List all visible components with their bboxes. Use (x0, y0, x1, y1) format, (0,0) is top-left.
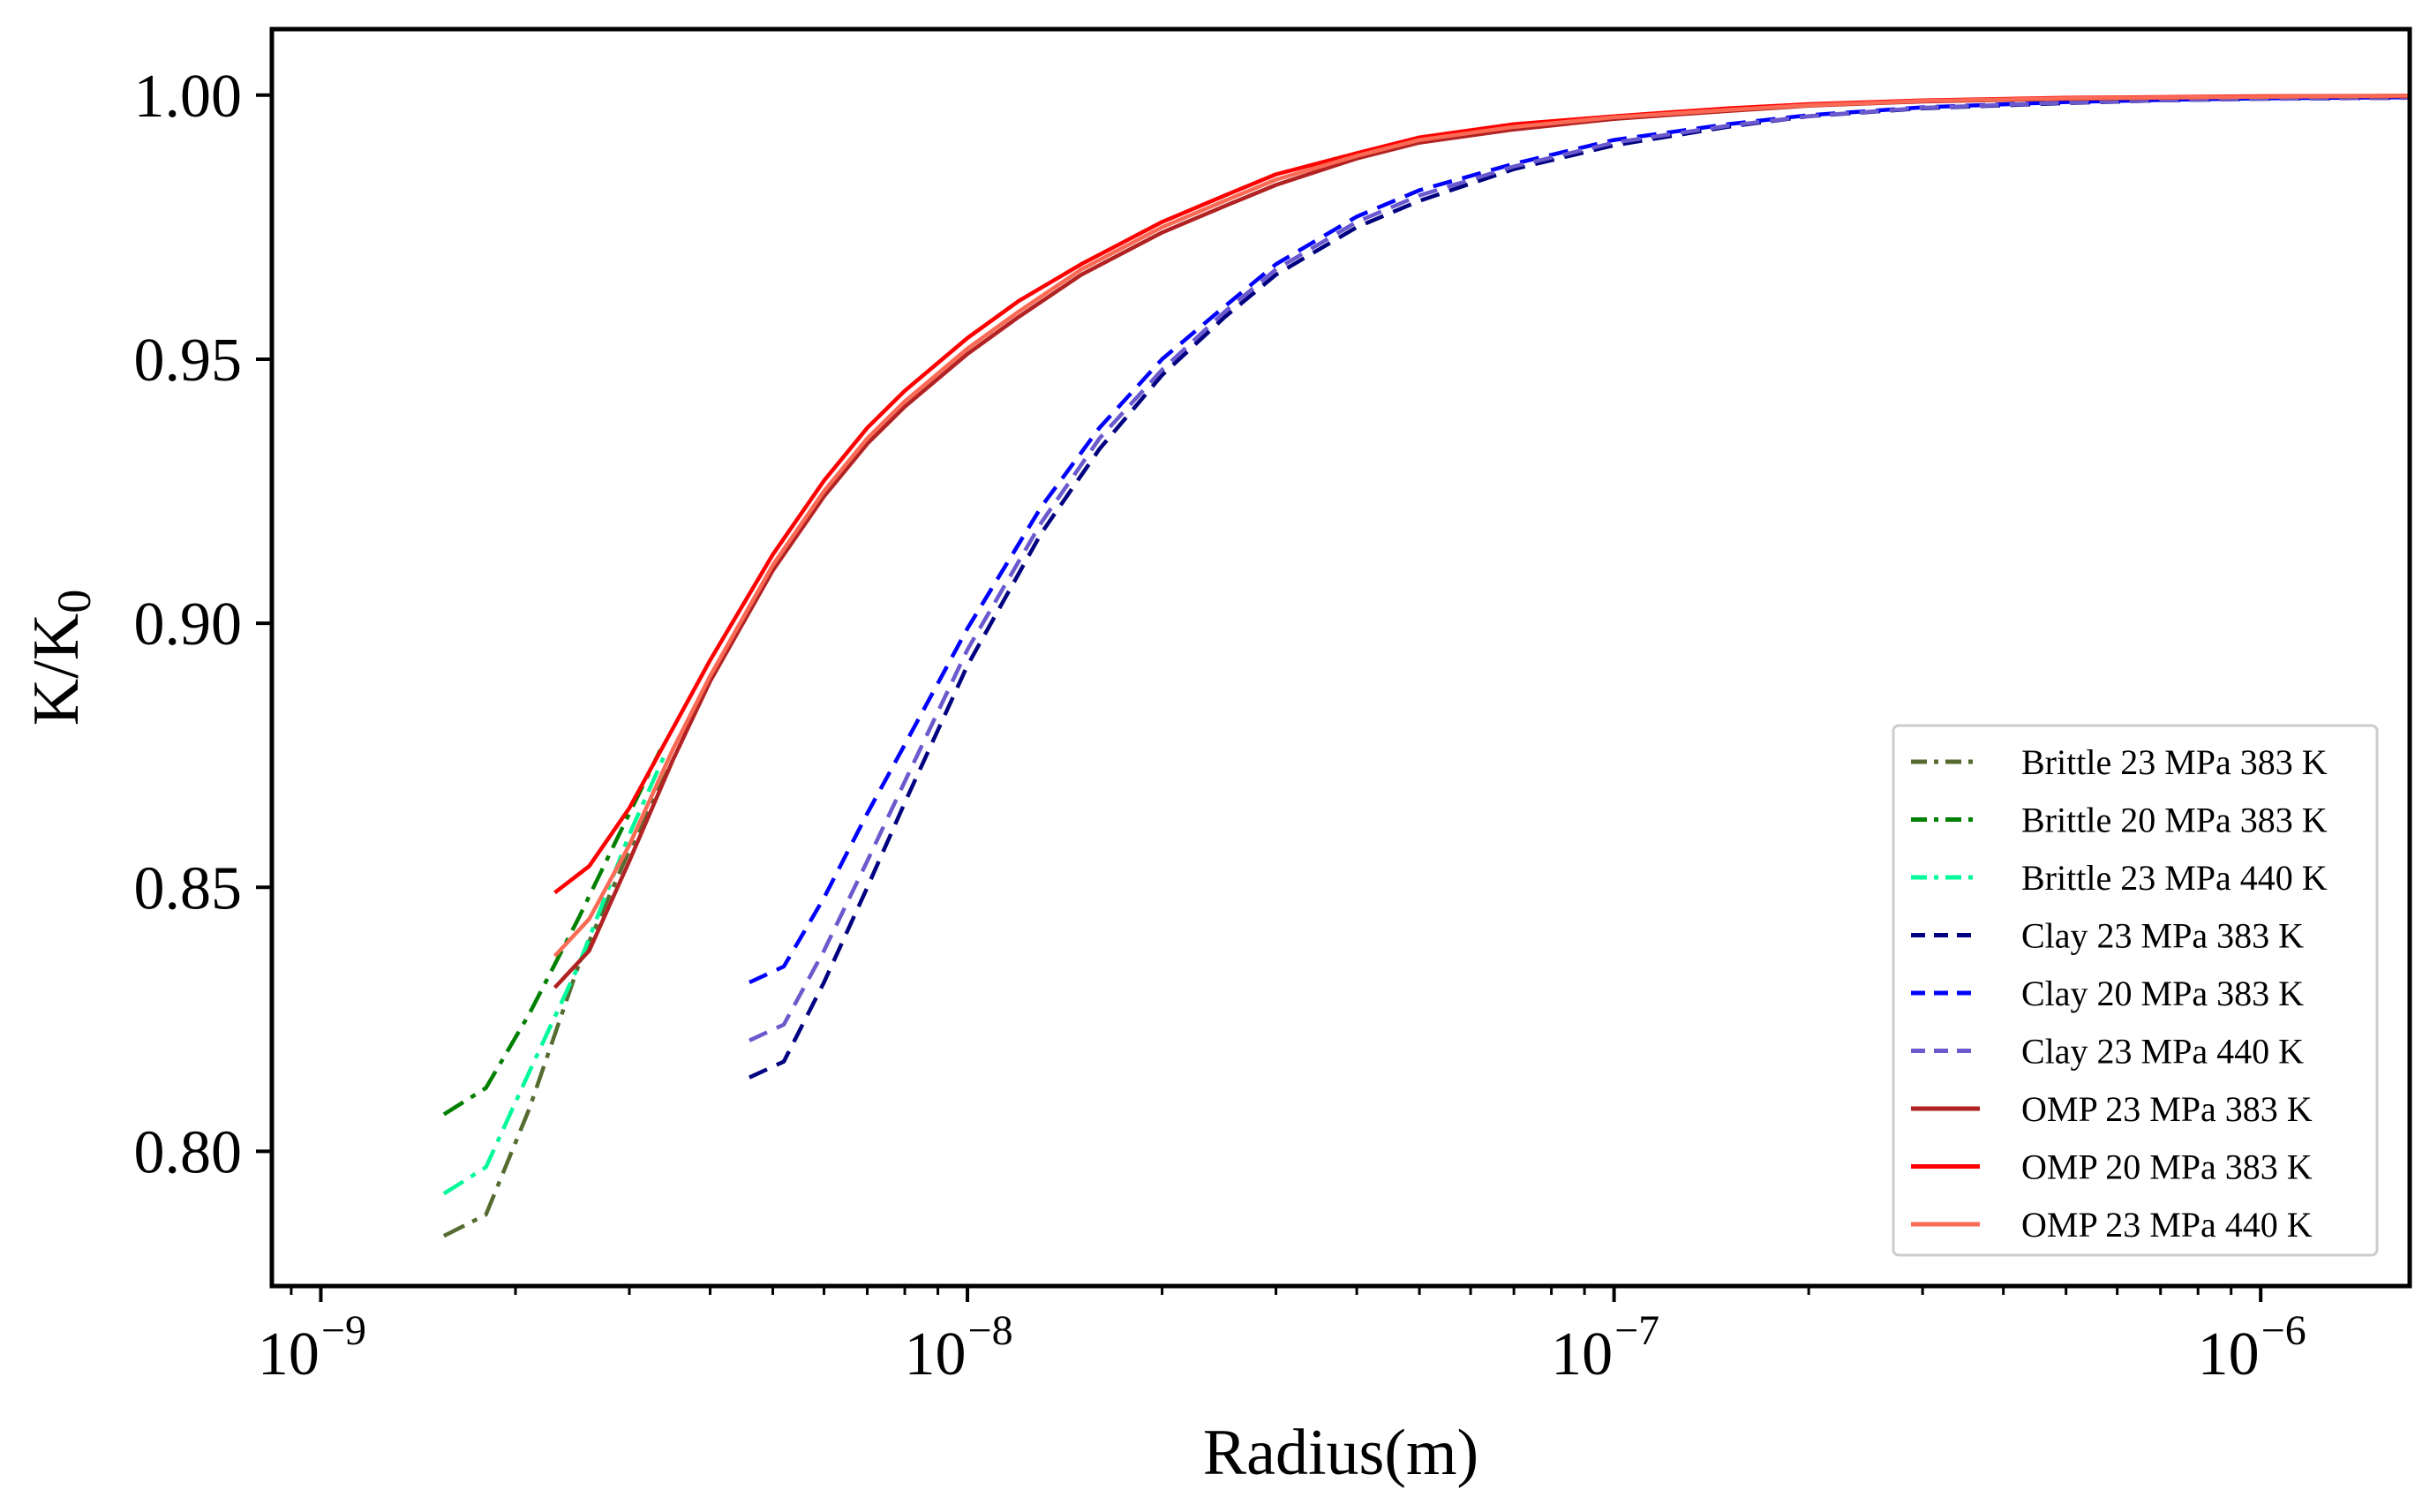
x-axis-title: Radius(m) (1203, 1417, 1478, 1489)
y-axis-title: K/K0 (20, 590, 101, 726)
plot-frame (269, 26, 2412, 1289)
y-axis: 0.80 0.85 0.90 0.95 1.00 (134, 63, 272, 1186)
series-line-0 (442, 759, 675, 1238)
series-line-2 (442, 754, 666, 1196)
x-tick-label-1: 10−8 (905, 1307, 1013, 1388)
legend-label-5: Clay 23 MPa 440 K (2021, 1032, 2304, 1072)
x-tick-label-3: 10−6 (2198, 1307, 2306, 1388)
y-axis-title-main: K/K (20, 613, 93, 726)
series-line-5 (749, 95, 2410, 1042)
series-line-1 (442, 748, 663, 1117)
legend-frame (1892, 724, 2379, 1257)
legend-label-6: OMP 23 MPa 383 K (2021, 1089, 2313, 1129)
legend-label-2: Brittle 23 MPa 440 K (2021, 858, 2328, 898)
y-tick-label-3: 0.95 (134, 327, 243, 395)
x-tick-label-2: 10−7 (1551, 1307, 1659, 1388)
y-tick-label-1: 0.85 (134, 854, 243, 922)
y-tick-label-0: 0.80 (134, 1118, 243, 1186)
series-layer (442, 94, 2410, 1238)
legend-label-3: Clay 23 MPa 383 K (2021, 916, 2304, 956)
legend-label-1: Brittle 20 MPa 383 K (2021, 801, 2328, 840)
legend-label-4: Clay 20 MPa 383 K (2021, 974, 2304, 1013)
legend-label-7: OMP 20 MPa 383 K (2021, 1147, 2313, 1187)
x-tick-label-0: 10−9 (258, 1307, 366, 1388)
series-line-8 (553, 94, 2410, 958)
series-line-4 (749, 94, 2410, 985)
y-tick-label-4: 1.00 (134, 63, 243, 131)
legend-label-8: OMP 23 MPa 440 K (2021, 1205, 2313, 1245)
y-tick-label-2: 0.90 (134, 591, 243, 658)
y-axis-title-subscript: 0 (48, 590, 101, 613)
x-axis: 10−9 10−8 10−7 10−6 (258, 1286, 2306, 1388)
legend-label-0: Brittle 23 MPa 383 K (2021, 742, 2328, 782)
legend: Brittle 23 MPa 383 K Brittle 20 MPa 383 K… (1892, 724, 2379, 1257)
